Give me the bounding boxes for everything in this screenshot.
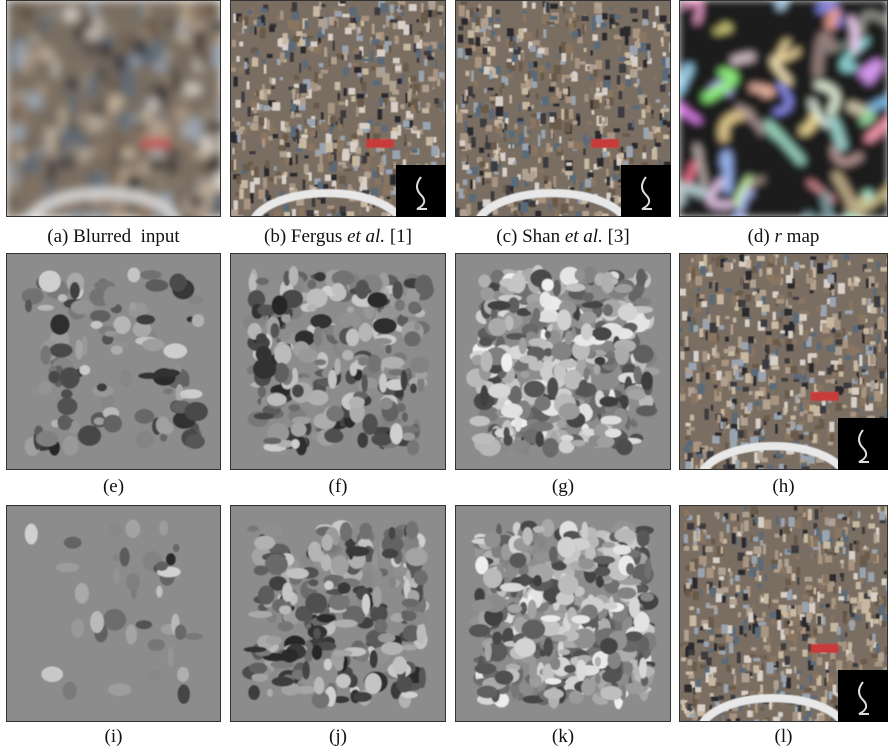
caption-text: [1]: [385, 226, 412, 247]
panel-caption: (h): [664, 476, 888, 498]
caption-text: (a) Blurred input: [47, 226, 179, 247]
panel-image: [455, 505, 671, 722]
panel-image: [679, 0, 888, 217]
panel-image: [6, 505, 221, 722]
panel-caption: (j): [215, 726, 461, 748]
panel-image: [455, 253, 671, 470]
caption-text: map: [782, 226, 819, 247]
panel-image: [679, 505, 888, 722]
caption-text: (l): [775, 726, 793, 747]
panel-caption: (f): [215, 476, 461, 498]
panel-caption: (b) Fergus et al. [1]: [215, 226, 461, 248]
panel-image: [455, 0, 671, 217]
panel-image: [6, 253, 221, 470]
panel-image: [230, 253, 446, 470]
panel-caption: (d) r map: [664, 226, 888, 248]
panel-image: [230, 505, 446, 722]
caption-text: (h): [772, 476, 794, 497]
panel-image: [6, 0, 221, 217]
caption-text: r: [775, 226, 782, 247]
caption-text: (g): [552, 476, 574, 497]
panel-caption: (c) Shan et al. [3]: [440, 226, 686, 248]
caption-text: (k): [552, 726, 574, 747]
caption-text: et al.: [347, 226, 385, 247]
panel-image: [230, 0, 446, 217]
panel-image: [679, 253, 888, 470]
panel-caption: (l): [664, 726, 888, 748]
caption-text: (i): [105, 726, 123, 747]
caption-text: (f): [329, 476, 348, 497]
figure: (a) Blurred input(b) Fergus et al. [1](c…: [0, 0, 888, 749]
caption-text: (e): [103, 476, 124, 497]
caption-text: (c) Shan: [496, 226, 565, 247]
caption-text: (d): [748, 226, 775, 247]
caption-text: (b) Fergus: [264, 226, 347, 247]
caption-text: (j): [329, 726, 347, 747]
panel-caption: (a) Blurred input: [0, 226, 236, 248]
caption-text: [3]: [603, 226, 630, 247]
caption-text: et al.: [565, 226, 603, 247]
panel-caption: (k): [440, 726, 686, 748]
panel-caption: (g): [440, 476, 686, 498]
panel-caption: (i): [0, 726, 236, 748]
panel-caption: (e): [0, 476, 236, 498]
